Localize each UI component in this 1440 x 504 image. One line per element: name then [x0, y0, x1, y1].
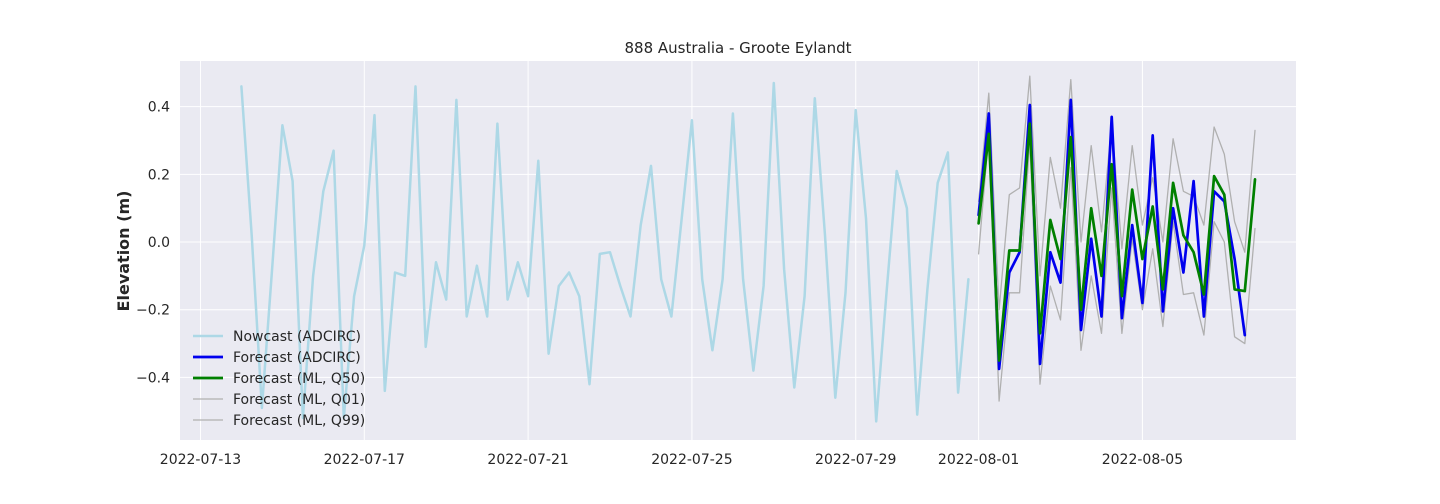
x-tick-label: 2022-07-25 — [651, 452, 732, 468]
x-tick-label: 2022-07-21 — [487, 452, 568, 468]
x-tick-label: 2022-08-01 — [938, 452, 1019, 468]
x-tick-label: 2022-07-29 — [815, 452, 896, 468]
series-line-forecast-ml-q99 — [977, 75, 1256, 311]
x-tick-label: 2022-08-05 — [1102, 452, 1183, 468]
legend-label: Forecast (ML, Q99) — [233, 413, 365, 429]
series-line-forecast-ml-q01 — [977, 133, 1256, 402]
y-tick-label: −0.4 — [136, 370, 170, 386]
y-tick-label: −0.2 — [136, 303, 170, 319]
series-line-forecast-ml-q50 — [977, 122, 1257, 362]
legend-label: Nowcast (ADCIRC) — [233, 329, 361, 345]
y-tick-label: 0.2 — [148, 167, 170, 183]
chart-title: 888 Australia - Groote Eylandt — [624, 39, 851, 57]
x-tick-labels: 2022-07-13 2022-07-17 2022-07-21 2022-07-25… — [160, 452, 1183, 468]
y-axis-label: Elevation (m) — [114, 191, 133, 312]
x-tick-label: 2022-07-17 — [324, 452, 405, 468]
legend: Nowcast (ADCIRC) Forecast (ADCIRC) Forecas… — [193, 329, 365, 429]
legend-label: Forecast (ML, Q01) — [233, 392, 365, 408]
series-layer — [240, 75, 1257, 423]
legend-label: Forecast (ADCIRC) — [233, 350, 361, 366]
legend-label: Forecast (ML, Q50) — [233, 371, 365, 387]
y-tick-labels: −0.4 −0.2 0.0 0.2 0.4 — [136, 100, 170, 387]
y-tick-label: 0.4 — [148, 100, 170, 116]
x-tick-label: 2022-07-13 — [160, 452, 241, 468]
y-tick-label: 0.0 — [148, 235, 170, 251]
series-line-nowcast-adcirc — [240, 81, 970, 423]
